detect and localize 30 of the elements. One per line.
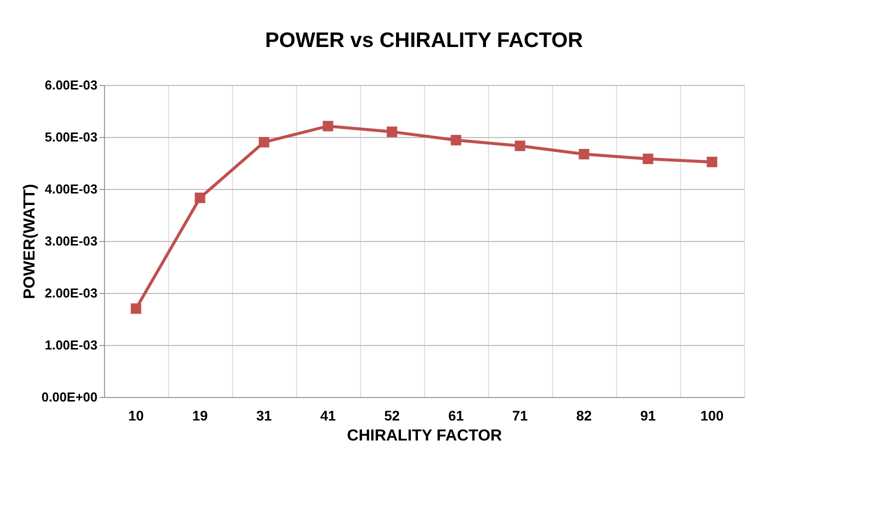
point — [514, 140, 526, 152]
y-tick-label: 3.00E-03 — [44, 234, 98, 248]
y-tick-label: 6.00E-03 — [44, 78, 98, 92]
point — [386, 126, 398, 138]
point — [450, 134, 462, 146]
y-tick-label: 5.00E-03 — [44, 130, 98, 144]
y-axis-title: POWER(WATT) — [21, 184, 38, 300]
x-tick-label: 31 — [256, 408, 272, 424]
point — [706, 156, 718, 168]
x-tick-label: 41 — [320, 408, 336, 424]
y-tick-label: 2.00E-03 — [44, 286, 98, 300]
point — [258, 136, 270, 148]
point — [130, 303, 142, 314]
x-axis-title: CHIRALITY FACTOR — [347, 428, 502, 444]
point — [194, 192, 206, 204]
x-tick-label: 10 — [128, 408, 144, 424]
point — [322, 120, 334, 132]
x-tick-label: 52 — [384, 408, 400, 424]
chart-title: POWER vs CHIRALITY FACTOR — [265, 29, 583, 52]
y-tick-label: 0.00E+00 — [41, 390, 98, 404]
point — [578, 148, 590, 160]
point — [642, 154, 654, 164]
y-tick-label: 1.00E-03 — [44, 338, 98, 352]
x-tick-label: 82 — [576, 408, 592, 424]
y-tick-label: 4.00E-03 — [44, 182, 98, 196]
x-tick-label: 19 — [192, 408, 208, 424]
x-tick-label: 71 — [512, 408, 528, 424]
x-tick-label: 100 — [700, 408, 724, 424]
x-tick-label: 61 — [448, 408, 464, 424]
x-tick-label: 91 — [640, 408, 656, 424]
